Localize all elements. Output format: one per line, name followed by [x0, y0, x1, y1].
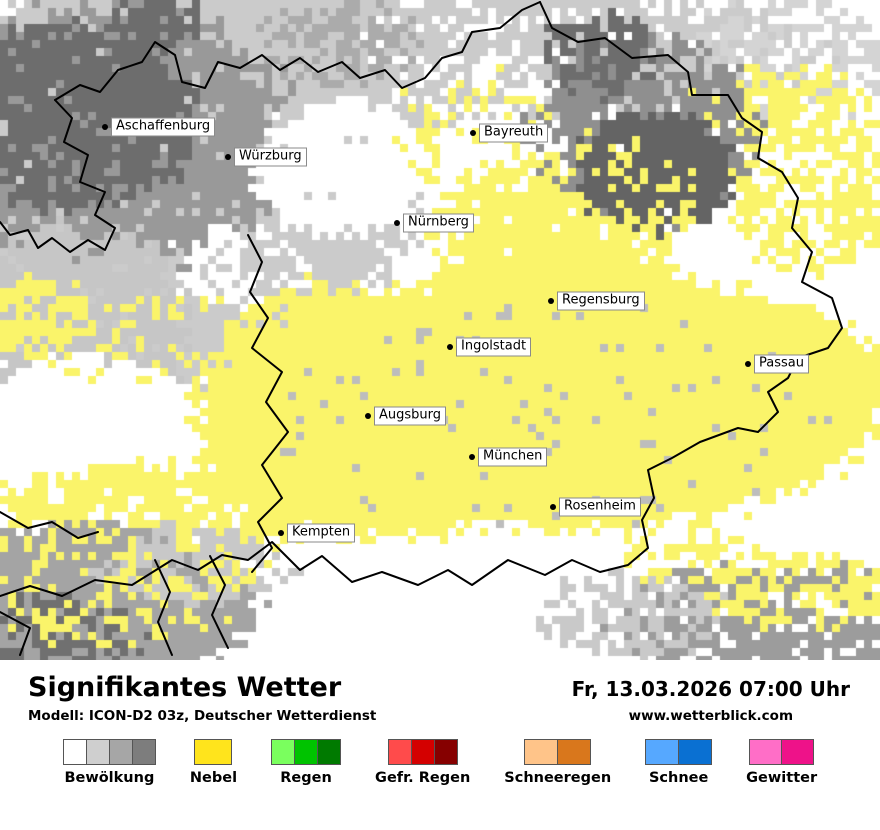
city-dot [745, 361, 751, 367]
city-dot [278, 530, 284, 536]
model-info: Modell: ICON-D2 03z, Deutscher Wetterdie… [28, 708, 377, 725]
legend-swatch [678, 739, 713, 766]
city-label: Regensburg [557, 291, 645, 311]
weather-map-canvas [0, 0, 880, 660]
city-label: Würzburg [234, 147, 307, 167]
city-label: Rosenheim [559, 497, 641, 517]
city-dot [394, 220, 400, 226]
legend-group-gefr-regen: Gefr. Regen [375, 739, 470, 786]
legend-swatch [524, 739, 559, 766]
legend-label-regen: Regen [280, 770, 332, 787]
weather-legend: Bewölkung Nebel Regen Gefr. Regen Schneerege… [0, 739, 880, 786]
legend-label-bew-lkung: Bewölkung [64, 770, 155, 787]
legend-swatch [62, 739, 87, 766]
legend-swatch [271, 739, 296, 766]
city-label: München [478, 447, 548, 467]
legend-swatches-schneeregen [504, 739, 611, 766]
border-line [154, 559, 173, 656]
legend-label-gewitter: Gewitter [746, 770, 818, 787]
legend-label-gefr-regen: Gefr. Regen [375, 770, 471, 787]
city-label: Aschaffenburg [111, 117, 216, 137]
legend-swatch [410, 739, 435, 766]
footer-left-column: Signifikantes Wetter Modell: ICON-D2 03z… [28, 672, 376, 724]
legend-label-schnee: Schnee [648, 770, 709, 787]
city-dot [550, 504, 556, 510]
legend-label-nebel: Nebel [189, 770, 238, 787]
weather-map-area: Aschaffenburg Würzburg Bayreuth Nürnberg Reg… [0, 0, 880, 660]
city-label: Nürnberg [403, 213, 474, 233]
legend-swatch [131, 739, 156, 766]
legend-swatch [294, 739, 319, 766]
legend-group-gewitter: Gewitter [746, 739, 817, 786]
legend-swatch [433, 739, 458, 766]
city-label: Augsburg [374, 406, 447, 426]
legend-swatches-gewitter [746, 739, 817, 766]
legend-swatch [749, 739, 783, 766]
city-dot [225, 154, 231, 160]
border-lines [0, 1, 843, 656]
city-dot [365, 413, 371, 419]
city-dot [447, 344, 453, 350]
legend-swatch [781, 739, 815, 766]
legend-group-regen: Regen [271, 739, 342, 787]
legend-swatch [387, 739, 412, 766]
legend-swatch [194, 739, 233, 766]
border-line [247, 234, 289, 573]
legend-swatches-nebel [190, 739, 237, 766]
border-line [0, 99, 116, 253]
border-line [54, 1, 541, 101]
city-label: Bayreuth [479, 123, 549, 143]
border-line [209, 555, 229, 649]
legend-swatch [85, 739, 110, 766]
city-label: Ingolstadt [456, 337, 532, 357]
legend-swatch [317, 739, 342, 766]
legend-swatch [645, 739, 680, 766]
website-link[interactable]: www.wetterblick.com [628, 708, 794, 724]
city-label: Kempten [287, 523, 356, 543]
forecast-datetime: Fr, 13.03.2026 07:00 Uhr [571, 677, 850, 701]
legend-swatches-regen [271, 739, 342, 766]
border-line [0, 611, 31, 656]
legend-group-nebel: Nebel [190, 739, 237, 786]
city-label: Passau [754, 354, 809, 374]
footer-panel: Signifikantes Wetter Modell: ICON-D2 03z… [0, 660, 880, 830]
border-line [0, 511, 99, 539]
legend-swatch [108, 739, 133, 766]
page-title: Signifikantes Wetter [28, 672, 342, 703]
legend-group-bew-lkung: Bewölkung [62, 739, 156, 787]
legend-swatch [557, 739, 592, 766]
legend-group-schnee: Schnee [645, 739, 713, 787]
city-dot [469, 454, 475, 460]
footer-header-row: Signifikantes Wetter Modell: ICON-D2 03z… [0, 660, 880, 724]
legend-swatches-schnee [645, 739, 713, 766]
legend-swatches-gefr-regen [375, 739, 470, 766]
city-dot [470, 130, 476, 136]
footer-right-column: Fr, 13.03.2026 07:00 Uhr www.wetterblick… [572, 672, 850, 724]
legend-label-schneeregen: Schneeregen [504, 770, 612, 787]
border-line [0, 1, 843, 597]
legend-swatches-bew-lkung [62, 739, 156, 766]
legend-group-schneeregen: Schneeregen [504, 739, 611, 786]
city-dot [102, 124, 108, 130]
city-dot [548, 298, 554, 304]
